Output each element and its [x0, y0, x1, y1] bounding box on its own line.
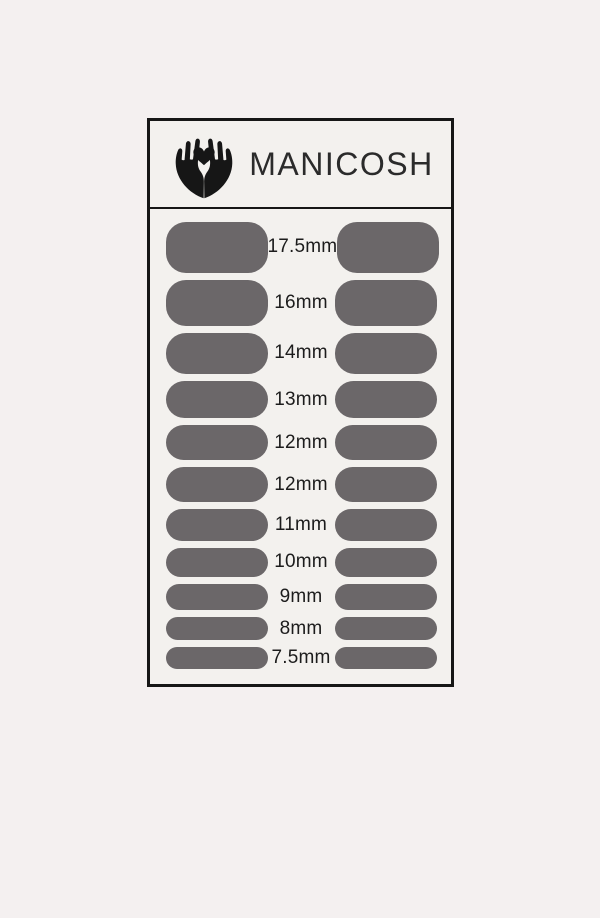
nail-strip-left — [165, 583, 268, 610]
size-row: 10mm — [165, 547, 437, 577]
size-label: 10mm — [274, 551, 328, 573]
size-label: 12mm — [274, 431, 328, 453]
size-row: 17.5mm — [165, 222, 440, 273]
nail-strip-left — [165, 467, 268, 503]
nail-strip-right — [334, 617, 437, 641]
nail-strip-right — [337, 222, 440, 273]
nail-strip-left — [165, 617, 268, 641]
size-chart-rows: 17.5mm 16mm 14mm 13mm 12mm 12mm 11mm 10mm 9mm 8mm… — [150, 209, 451, 684]
size-row: 16mm — [165, 279, 437, 327]
size-row: 7.5mm — [165, 647, 437, 670]
nail-strip-right — [334, 380, 437, 419]
size-row: 11mm — [165, 509, 437, 541]
size-label: 8mm — [279, 617, 323, 639]
size-label: 13mm — [274, 388, 328, 410]
nail-strip-left — [165, 279, 268, 327]
size-label: 11mm — [274, 513, 328, 535]
size-label: 12mm — [274, 473, 328, 495]
nail-strip-right — [334, 333, 437, 374]
size-row: 12mm — [165, 467, 437, 503]
nail-strip-right — [334, 647, 437, 670]
size-row: 14mm — [165, 333, 437, 374]
size-row: 12mm — [165, 425, 437, 461]
size-label: 16mm — [274, 291, 328, 313]
nail-strip-left — [165, 547, 268, 577]
size-label: 7.5mm — [271, 647, 331, 669]
size-row: 8mm — [165, 617, 437, 641]
nail-strip-left — [165, 425, 268, 461]
size-chart-card: MANICOSH 17.5mm 16mm 14mm 13mm 12mm 12mm 11mm 1… — [146, 118, 454, 688]
nail-strip-right — [334, 509, 437, 541]
nail-strip-right — [334, 547, 437, 577]
size-row: 13mm — [165, 380, 437, 419]
brand-header: MANICOSH — [149, 121, 451, 209]
nail-strip-left — [165, 647, 268, 670]
size-label: 14mm — [274, 342, 328, 364]
brand-name: MANICOSH — [249, 145, 434, 182]
nail-strip-left — [165, 380, 268, 419]
nail-strip-left — [165, 509, 268, 541]
size-label: 9mm — [279, 585, 323, 607]
nail-strip-right — [334, 467, 437, 503]
nail-strip-left — [165, 222, 268, 273]
size-row: 9mm — [165, 583, 437, 610]
hands-holding-heart-icon — [175, 138, 233, 199]
nail-strip-right — [334, 425, 437, 461]
nail-strip-left — [165, 333, 268, 374]
size-label: 17.5mm — [267, 236, 338, 258]
nail-strip-right — [334, 583, 437, 610]
nail-strip-right — [334, 279, 437, 327]
